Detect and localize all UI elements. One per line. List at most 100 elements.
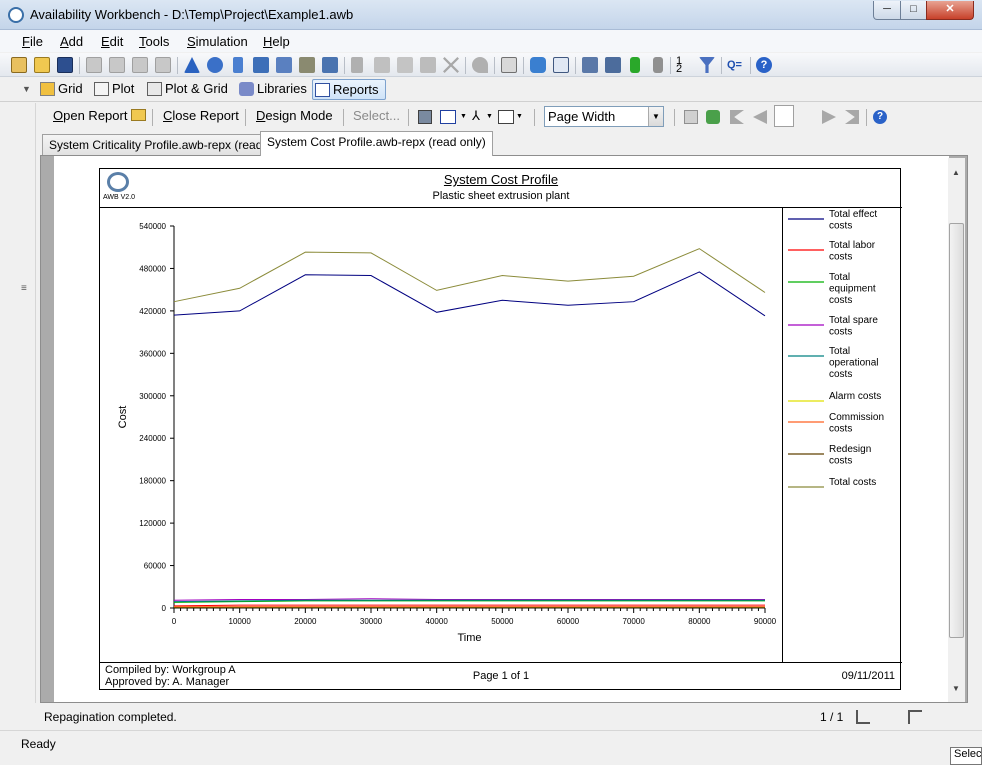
chevron-down-icon[interactable]: ▼ [460, 113, 467, 120]
view-plot-button[interactable]: Plot [92, 79, 134, 100]
paste-special-icon[interactable] [420, 57, 436, 73]
export-pdf-icon[interactable]: ⅄ [472, 108, 480, 123]
open-folder-icon[interactable] [34, 57, 50, 73]
select-button[interactable]: Select... [353, 108, 400, 123]
toolbar-separator [575, 57, 576, 74]
scroll-up-icon[interactable]: ▲ [952, 168, 960, 177]
menu-tools[interactable]: Tools [139, 34, 170, 49]
view-plot-grid-button[interactable]: Plot & Grid [145, 79, 228, 100]
new-project-icon[interactable] [11, 57, 27, 73]
menu-help[interactable]: Help [263, 34, 290, 49]
results-icon[interactable] [553, 57, 569, 73]
page-number-input[interactable] [774, 105, 794, 127]
legend-label-line: costs [829, 252, 852, 263]
chevron-down-icon[interactable]: ▼ [486, 113, 493, 120]
x-axis-label: Time [457, 632, 481, 644]
approved-by: Approved by: A. Manager [105, 676, 230, 688]
legend-label-line: equipment [829, 284, 876, 295]
zoom-select[interactable]: Page Width ▼ [544, 106, 664, 127]
report-vertical-scrollbar[interactable]: ▲ ▼ [948, 158, 965, 702]
cut-icon[interactable] [351, 57, 363, 73]
print-icon[interactable] [418, 110, 432, 124]
menu-edit[interactable]: Edit [101, 34, 124, 49]
previous-page-icon[interactable] [753, 110, 767, 124]
report-title: System Cost Profile [443, 172, 559, 187]
legend-label-line: Total [829, 272, 850, 283]
person-icon[interactable] [233, 57, 243, 73]
legend-label-line: costs [829, 456, 852, 467]
close-button[interactable]: ✕ [926, 1, 974, 20]
close-report-button[interactable]: Close Report [163, 108, 239, 123]
design-mode-button[interactable]: Design Mode [256, 108, 333, 123]
tab-system-cost-profile[interactable]: System Cost Profile.awb-repx (read only) [260, 131, 493, 156]
help-icon[interactable]: ? [873, 110, 887, 124]
traffic-light-icon[interactable] [630, 57, 640, 73]
x-tick-label: 40000 [426, 617, 449, 626]
next-page-icon[interactable] [822, 110, 836, 124]
y-tick-label: 360000 [139, 349, 166, 358]
menu-add[interactable]: Add [60, 34, 84, 49]
left-panel-strip[interactable]: ≡ [18, 103, 36, 703]
y-tick-label: 120000 [139, 519, 166, 528]
menu-file[interactable]: File [22, 34, 43, 49]
group-icon[interactable] [582, 57, 598, 73]
chevron-down-icon[interactable]: ▼ [516, 113, 523, 120]
copy-icon[interactable] [374, 57, 390, 73]
component-icon[interactable] [207, 57, 223, 73]
help-icon[interactable]: ? [756, 57, 772, 73]
splitter-grip-icon[interactable]: ≡ [21, 283, 27, 294]
app-status-bar: Ready Selec [0, 730, 982, 765]
first-page-icon[interactable] [730, 110, 744, 124]
toolbar-separator [177, 57, 178, 74]
minimize-button[interactable]: ─ [873, 1, 901, 20]
warning-icon[interactable] [184, 57, 200, 73]
tab-system-criticality-profile[interactable]: System Criticality Profile.awb-repx (rea… [42, 134, 299, 155]
scrollbar-thumb[interactable] [949, 223, 964, 638]
view-libraries-button[interactable]: Libraries [237, 79, 307, 100]
export-word-icon[interactable] [440, 110, 456, 124]
open-report-button[interactable]: Open Report [53, 108, 147, 123]
disabled-tool-icon[interactable] [109, 57, 125, 73]
preview-icon[interactable] [684, 110, 698, 124]
view-reports-button[interactable]: Reports [312, 79, 386, 100]
traffic-light-off-icon[interactable] [653, 57, 663, 73]
query-icon[interactable]: Q= [727, 59, 742, 71]
legend-label-line: costs [829, 327, 852, 338]
properties-icon[interactable] [501, 57, 517, 73]
export-image-icon[interactable] [498, 110, 514, 124]
disabled-tool-icon[interactable] [155, 57, 171, 73]
run-icon[interactable] [530, 57, 546, 73]
undo-icon[interactable] [472, 57, 488, 73]
save-icon[interactable] [57, 57, 73, 73]
chevron-down-icon[interactable]: ▼ [648, 107, 663, 126]
delete-icon[interactable] [443, 57, 459, 73]
filter-icon[interactable] [699, 57, 715, 73]
legend-label: Total effect costs [829, 209, 877, 232]
x-tick-label: 70000 [623, 617, 646, 626]
group-edit-icon[interactable] [605, 57, 621, 73]
legend-label-line: Redesign [829, 444, 871, 455]
library-icon[interactable] [322, 57, 338, 73]
view-grid-button[interactable]: Grid [38, 79, 83, 100]
crew-icon[interactable] [276, 57, 292, 73]
spares-icon[interactable] [299, 57, 315, 73]
y-tick-label: 0 [162, 604, 167, 613]
series-line-3 [173, 600, 765, 603]
paste-icon[interactable] [397, 57, 413, 73]
legend-label: Redesign costs [829, 444, 871, 467]
legend-label: Total equipment costs [829, 272, 876, 306]
zoom-page-icon[interactable] [908, 710, 922, 724]
fit-page-icon[interactable] [856, 710, 870, 724]
scroll-down-icon[interactable]: ▼ [952, 684, 960, 693]
last-page-icon[interactable] [845, 110, 859, 124]
series-line-2 [173, 604, 765, 607]
disabled-tool-icon[interactable] [132, 57, 148, 73]
tool-wrench-icon[interactable] [253, 57, 269, 73]
disabled-tool-icon[interactable] [86, 57, 102, 73]
maximize-button[interactable]: □ [900, 1, 927, 20]
menu-simulation[interactable]: Simulation [187, 34, 248, 49]
chevron-down-icon[interactable]: ▼ [22, 84, 31, 94]
refresh-icon[interactable] [706, 110, 720, 124]
